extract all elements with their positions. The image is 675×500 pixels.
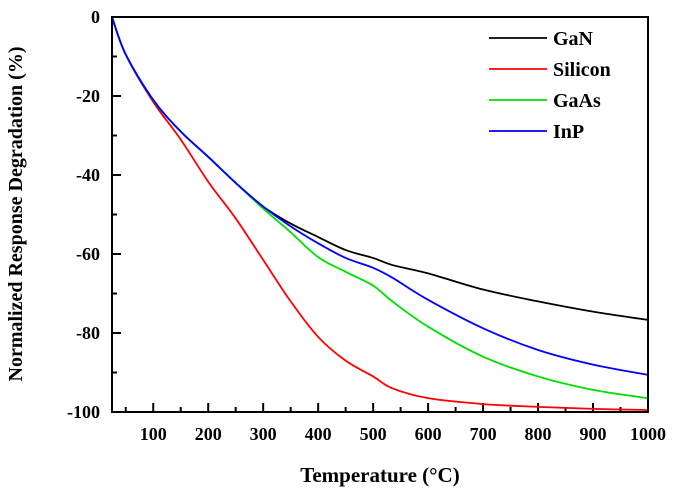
x-tick-label: 100 xyxy=(140,424,167,444)
legend-label-inp: InP xyxy=(553,121,584,143)
plot-frame xyxy=(111,16,649,413)
y-tick-label: -60 xyxy=(76,244,100,264)
y-tick-label: -100 xyxy=(67,402,100,422)
y-tick-label: -20 xyxy=(76,86,100,106)
series-line-inp xyxy=(111,16,649,376)
legend-label-gan: GaN xyxy=(553,28,594,50)
x-tick-label: 200 xyxy=(195,424,222,444)
legend-label-gaas: GaAs xyxy=(553,90,601,112)
x-axis-label: Temperature (°C) xyxy=(300,463,459,487)
x-tick-label: 700 xyxy=(470,424,497,444)
y-tick-label: 0 xyxy=(91,7,100,27)
x-tick-label: 500 xyxy=(360,424,387,444)
x-tick-label: 800 xyxy=(525,424,552,444)
y-tick-label: -80 xyxy=(76,323,100,343)
x-tick-label: 600 xyxy=(415,424,442,444)
y-tick-label: -40 xyxy=(76,165,100,185)
x-tick-label: 300 xyxy=(250,424,277,444)
x-tick-label: 400 xyxy=(305,424,332,444)
x-tick-label: 900 xyxy=(580,424,607,444)
legend-label-silicon: Silicon xyxy=(553,59,611,81)
y-axis-label: Normalized Response Degradation (%) xyxy=(5,47,27,382)
series-line-silicon xyxy=(111,16,649,411)
x-tick-label: 1000 xyxy=(630,424,666,444)
